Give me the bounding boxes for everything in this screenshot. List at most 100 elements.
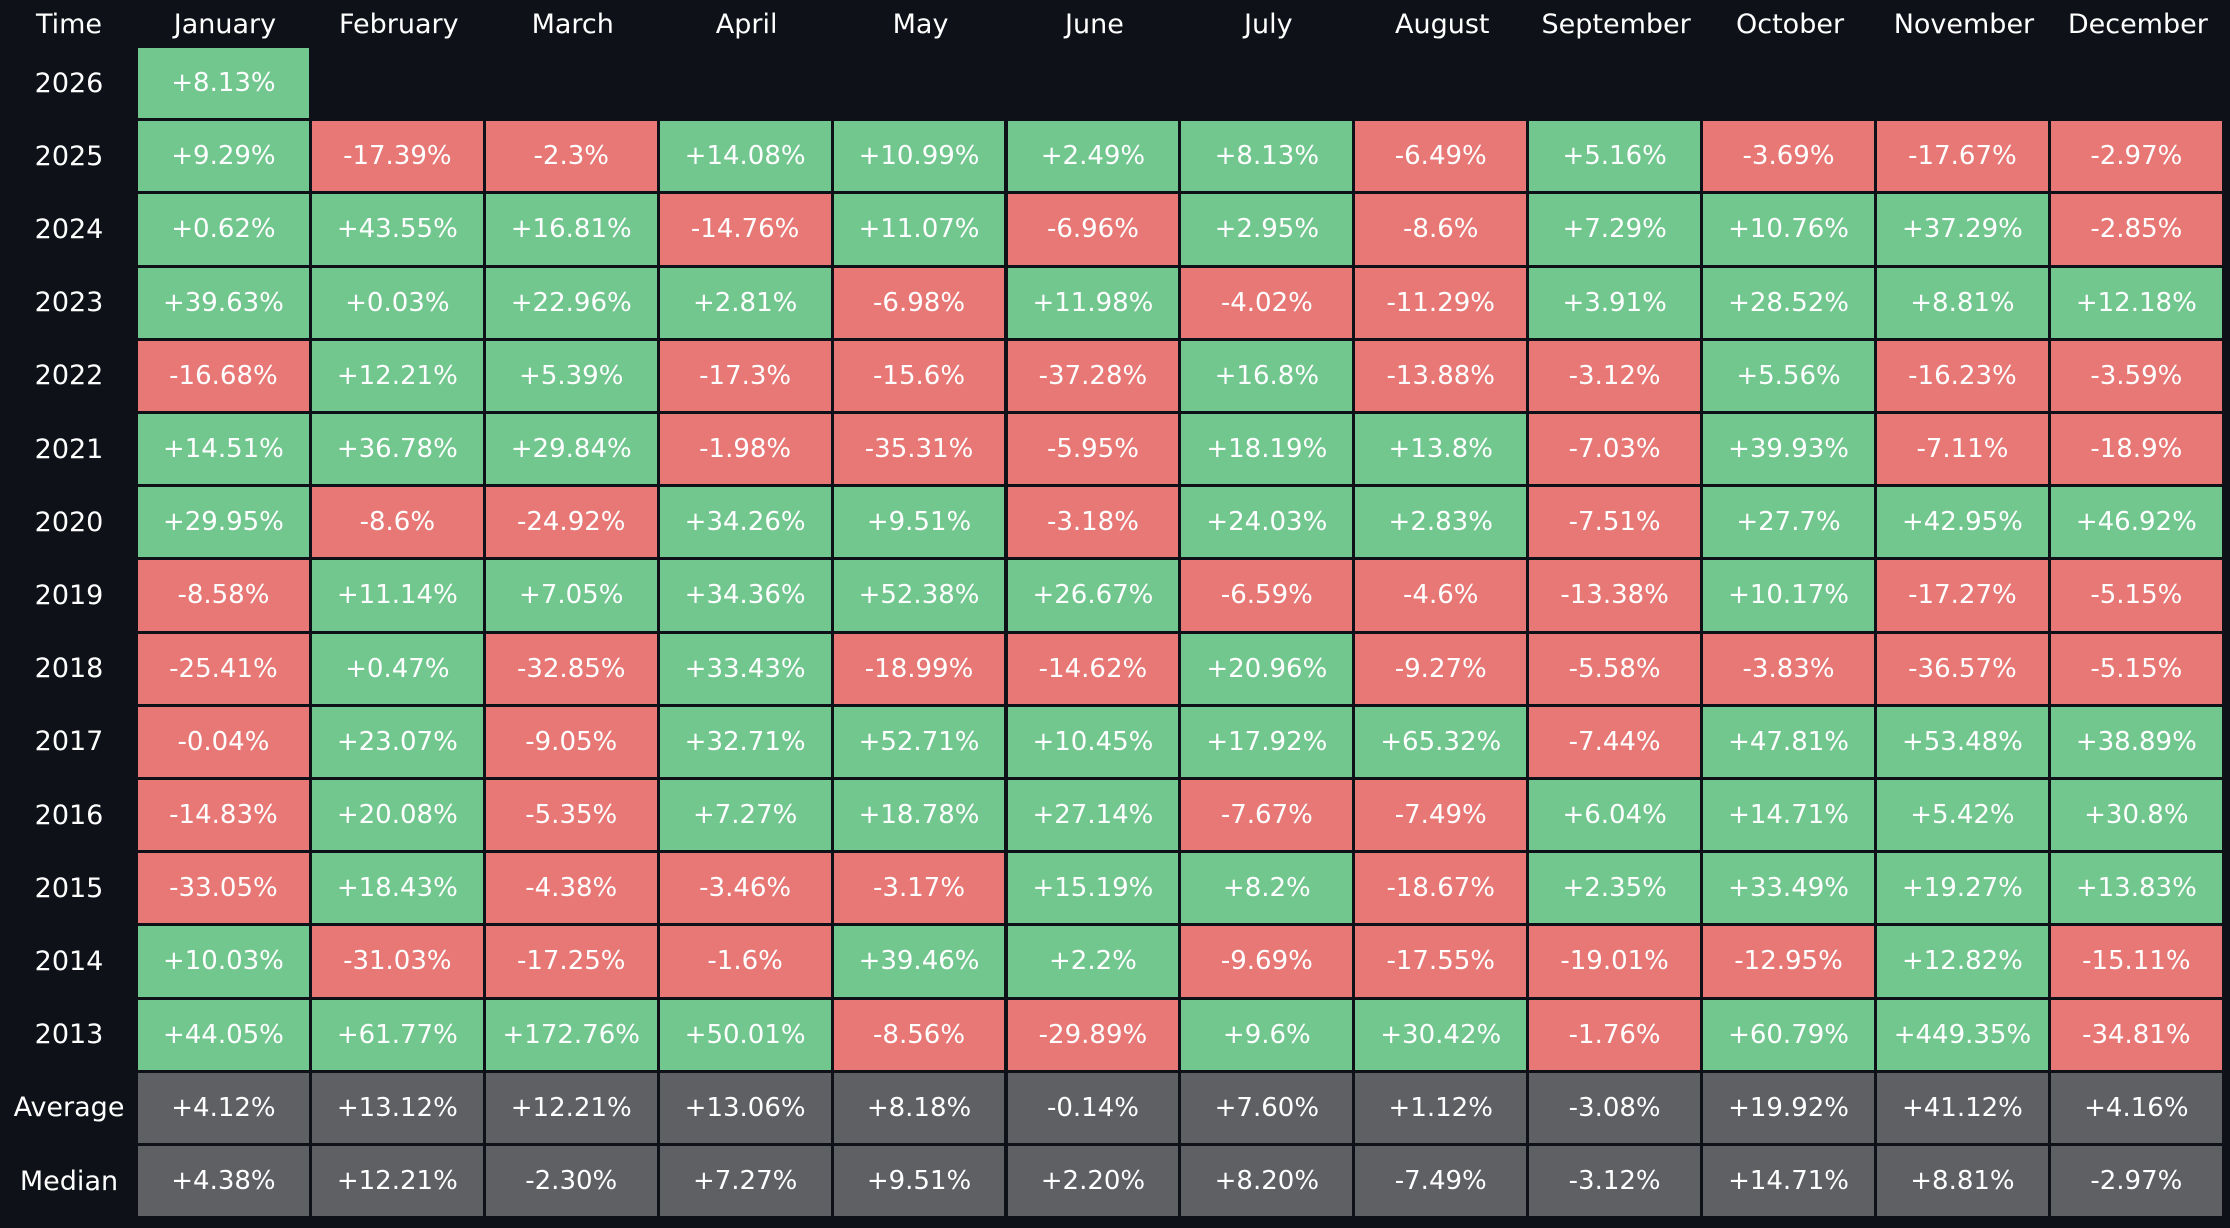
cell-2020-may: +9.51% [833, 487, 1005, 558]
cell-2025-april: +14.08% [659, 121, 831, 192]
cell-median-september: -3.12% [1529, 1146, 1701, 1217]
cell-2016-august: -7.49% [1355, 780, 1527, 851]
cell-2019-july: -6.59% [1181, 560, 1353, 631]
cell-median-august: -7.49% [1355, 1146, 1527, 1217]
cell-2020-april: +34.26% [659, 487, 831, 558]
cell-2022-may: -15.6% [833, 340, 1005, 411]
cell-average-december: +4.16% [2050, 1072, 2222, 1143]
cell-2025-october: -3.69% [1703, 121, 1874, 192]
cell-2015-september: +2.35% [1529, 853, 1701, 924]
cell-2023-november: +8.81% [1877, 267, 2048, 338]
cell-2016-july: -7.67% [1181, 780, 1353, 851]
cell-2023-september: +3.91% [1529, 267, 1701, 338]
cell-2022-february: +12.21% [311, 340, 483, 411]
cell-2018-july: +20.96% [1181, 633, 1353, 704]
cell-2023-june: +11.98% [1007, 267, 1179, 338]
cell-median-march: -2.30% [485, 1146, 657, 1217]
cell-2019-october: +10.17% [1703, 560, 1874, 631]
cell-2016-may: +18.78% [833, 780, 1005, 851]
cell-2021-july: +18.19% [1181, 414, 1353, 485]
cell-2018-october: -3.83% [1703, 633, 1874, 704]
row-label-2018: 2018 [34, 653, 104, 685]
row-label-2021: 2021 [34, 433, 104, 465]
cell-average-november: +41.12% [1877, 1072, 2048, 1143]
cell-2013-january: +44.05% [138, 999, 309, 1070]
column-header-february: February [339, 8, 459, 40]
cell-2025-march: -2.3% [485, 121, 657, 192]
column-header-august: August [1394, 8, 1490, 40]
cell-2018-december: -5.15% [2050, 633, 2222, 704]
cell-average-august: +1.12% [1355, 1072, 1527, 1143]
cell-2024-february: +43.55% [311, 194, 483, 265]
cell-2022-january: -16.68% [138, 340, 309, 411]
cell-2022-september: -3.12% [1529, 340, 1701, 411]
cell-median-november: +8.81% [1877, 1146, 2048, 1217]
cell-2025-june: +2.49% [1007, 121, 1179, 192]
cell-2017-august: +65.32% [1355, 706, 1527, 777]
cell-2019-march: +7.05% [485, 560, 657, 631]
cell-2024-may: +11.07% [833, 194, 1005, 265]
cell-2021-march: +29.84% [485, 414, 657, 485]
cell-2024-september: +7.29% [1529, 194, 1701, 265]
cell-2016-november: +5.42% [1877, 780, 2048, 851]
cell-2017-november: +53.48% [1877, 706, 2048, 777]
cell-2014-october: -12.95% [1703, 926, 1874, 997]
cell-2019-december: -5.15% [2050, 560, 2222, 631]
cell-2025-may: +10.99% [833, 121, 1005, 192]
cell-2014-august: -17.55% [1355, 926, 1527, 997]
row-label-2024: 2024 [34, 213, 104, 245]
cell-2017-september: -7.44% [1529, 706, 1701, 777]
cell-2024-december: -2.85% [2050, 194, 2222, 265]
cell-2014-june: +2.2% [1007, 926, 1179, 997]
row-label-2016: 2016 [34, 799, 104, 831]
cell-2023-april: +2.81% [659, 267, 831, 338]
cell-2016-march: -5.35% [485, 780, 657, 851]
row-label-2013: 2013 [34, 1019, 104, 1051]
cell-median-october: +14.71% [1703, 1146, 1874, 1217]
cell-2023-march: +22.96% [485, 267, 657, 338]
cell-2022-march: +5.39% [485, 340, 657, 411]
cell-2021-may: -35.31% [833, 414, 1005, 485]
cell-2025-december: -2.97% [2050, 121, 2222, 192]
cell-2024-march: +16.81% [485, 194, 657, 265]
cell-2017-february: +23.07% [311, 706, 483, 777]
cell-2015-october: +33.49% [1703, 853, 1874, 924]
cell-2025-july: +8.13% [1181, 121, 1353, 192]
cell-2015-december: +13.83% [2050, 853, 2222, 924]
cell-2022-august: -13.88% [1355, 340, 1527, 411]
cell-2016-october: +14.71% [1703, 780, 1874, 851]
cell-median-april: +7.27% [659, 1146, 831, 1217]
cell-2014-july: -9.69% [1181, 926, 1353, 997]
cell-2018-august: -9.27% [1355, 633, 1527, 704]
column-header-june: June [1065, 8, 1124, 40]
cell-2018-may: -18.99% [833, 633, 1005, 704]
cell-2021-december: -18.9% [2050, 414, 2222, 485]
cell-2017-october: +47.81% [1703, 706, 1874, 777]
row-label-2014: 2014 [34, 945, 104, 977]
cell-2025-january: +9.29% [138, 121, 309, 192]
column-header-november: November [1893, 8, 2035, 40]
cell-2023-february: +0.03% [311, 267, 483, 338]
cell-median-july: +8.20% [1181, 1146, 1353, 1217]
cell-average-june: -0.14% [1007, 1072, 1179, 1143]
cell-2020-march: -24.92% [485, 487, 657, 558]
cell-2017-july: +17.92% [1181, 706, 1353, 777]
cell-average-january: +4.12% [138, 1072, 309, 1143]
cell-2020-july: +24.03% [1181, 487, 1353, 558]
cell-2023-august: -11.29% [1355, 267, 1527, 338]
cell-2017-april: +32.71% [659, 706, 831, 777]
row-label-2023: 2023 [34, 287, 104, 319]
cell-2015-july: +8.2% [1181, 853, 1353, 924]
cell-2022-november: -16.23% [1877, 340, 2048, 411]
cell-2024-april: -14.76% [659, 194, 831, 265]
cell-2013-september: -1.76% [1529, 999, 1701, 1070]
cell-2017-june: +10.45% [1007, 706, 1179, 777]
cell-2016-december: +30.8% [2050, 780, 2222, 851]
cell-2013-november: +449.35% [1877, 999, 2048, 1070]
cell-2022-july: +16.8% [1181, 340, 1353, 411]
cell-2014-november: +12.82% [1877, 926, 2048, 997]
column-header-may: May [892, 8, 949, 40]
cell-2014-december: -15.11% [2050, 926, 2222, 997]
cell-2014-march: -17.25% [485, 926, 657, 997]
